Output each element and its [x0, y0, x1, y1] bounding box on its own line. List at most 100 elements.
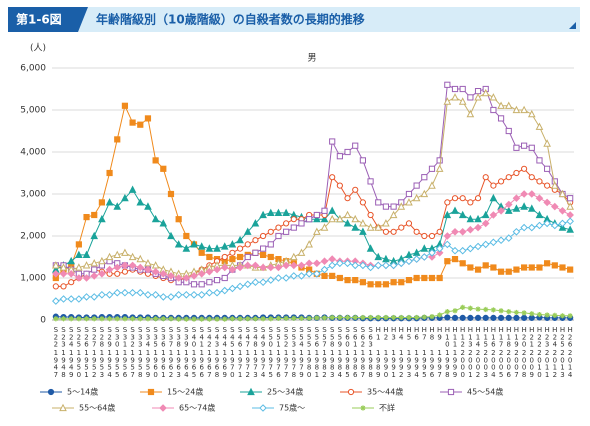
data-point	[366, 223, 375, 231]
data-point	[390, 228, 397, 235]
data-point	[551, 262, 558, 269]
data-point	[151, 214, 160, 223]
data-point	[320, 257, 329, 266]
data-point	[160, 316, 166, 322]
y-tick-label: 3,000	[20, 190, 46, 200]
data-point	[458, 97, 467, 105]
data-point	[306, 216, 313, 223]
data-point	[305, 269, 313, 278]
data-point	[275, 315, 282, 321]
data-point	[435, 248, 444, 257]
data-point	[460, 304, 466, 310]
data-point	[398, 314, 404, 321]
data-point	[444, 81, 451, 88]
data-point	[283, 315, 289, 321]
legend-label: 15～24歳	[167, 387, 203, 397]
data-point	[206, 253, 213, 261]
data-point	[167, 190, 175, 198]
data-point	[443, 210, 452, 219]
data-point	[458, 246, 467, 255]
data-point	[305, 259, 313, 268]
data-point	[298, 220, 305, 227]
data-point	[521, 142, 528, 149]
y-axis-unit: (人)	[30, 43, 46, 54]
data-point	[504, 200, 513, 209]
data-point	[98, 290, 106, 299]
data-point	[474, 195, 482, 202]
data-point	[59, 295, 68, 303]
data-point	[344, 314, 351, 321]
data-point	[128, 261, 137, 270]
data-point	[497, 101, 505, 109]
data-point	[466, 225, 475, 234]
data-point	[99, 316, 105, 322]
data-point	[144, 290, 152, 299]
legend-marker	[47, 388, 55, 396]
data-point	[328, 214, 337, 223]
data-point	[366, 263, 375, 272]
legend-marker	[447, 388, 455, 396]
data-point	[474, 266, 482, 273]
data-point	[260, 316, 266, 322]
data-point	[213, 277, 221, 284]
data-point	[259, 263, 267, 272]
data-point	[136, 288, 145, 297]
data-point	[436, 157, 443, 164]
data-point	[121, 268, 129, 275]
data-point	[182, 244, 191, 252]
data-point	[490, 314, 497, 321]
data-point	[459, 195, 466, 202]
data-point	[136, 254, 145, 263]
data-point	[274, 263, 283, 272]
data-point	[389, 210, 398, 219]
data-point	[474, 314, 482, 321]
data-point	[467, 199, 474, 206]
data-point	[260, 232, 267, 240]
data-point	[420, 244, 429, 252]
data-point	[90, 272, 99, 280]
data-point	[337, 314, 343, 321]
data-point	[275, 232, 282, 240]
data-point	[320, 265, 329, 274]
data-point	[221, 274, 228, 282]
data-point	[452, 308, 458, 314]
data-point	[229, 316, 235, 322]
data-point	[220, 242, 229, 250]
data-point	[268, 316, 274, 322]
data-point	[489, 238, 498, 247]
data-point	[443, 97, 452, 105]
legend-marker	[59, 403, 67, 412]
data-point	[313, 214, 321, 223]
data-point	[266, 208, 275, 216]
data-point	[444, 258, 451, 265]
data-point	[528, 264, 535, 271]
data-point	[359, 261, 367, 270]
data-point	[68, 279, 75, 286]
data-point	[113, 263, 122, 272]
